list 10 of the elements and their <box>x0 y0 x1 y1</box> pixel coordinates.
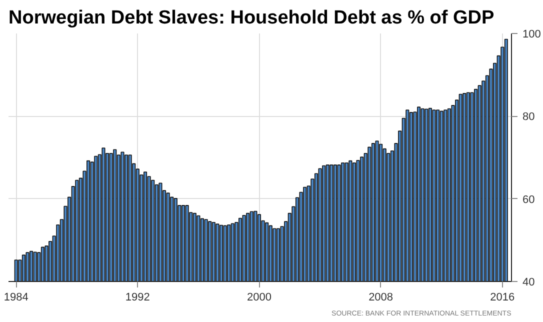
x-tick-label: 1984 <box>4 292 28 304</box>
y-tick-label: 80 <box>522 111 535 124</box>
y-tick-label: 40 <box>522 276 535 288</box>
x-tick-label: 2008 <box>368 292 394 304</box>
x-tick-label: 2000 <box>247 292 272 304</box>
x-tick-label: 1992 <box>125 292 150 304</box>
y-tick-label: 100 <box>522 28 541 40</box>
y-tick-label: 60 <box>522 194 535 206</box>
chart-title: Norwegian Debt Slaves: Household Debt as % of GDP <box>8 8 494 28</box>
x-tick-label: 2016 <box>490 292 515 304</box>
